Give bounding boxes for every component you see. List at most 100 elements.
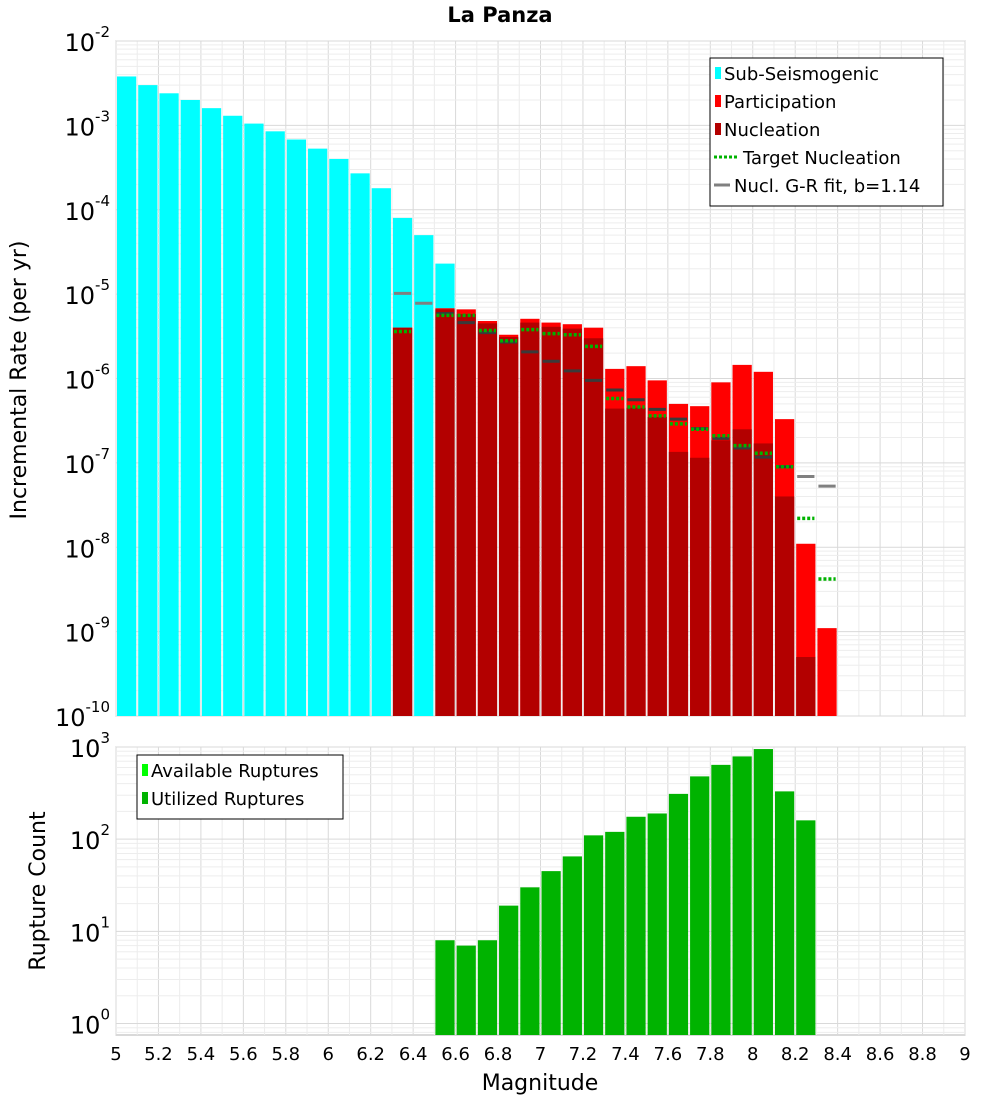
rate-bars <box>117 76 837 717</box>
nucleation-bar <box>435 309 455 716</box>
x-tick-label: 6 <box>323 1044 334 1065</box>
x-tick-label: 7.8 <box>696 1044 725 1065</box>
nucleation-bar <box>796 657 816 716</box>
x-tick-label: 9 <box>959 1044 970 1065</box>
rate-y-tick-label: 10-2 <box>64 23 110 57</box>
sub-seismogenic-bar <box>201 108 222 717</box>
legend-label: Participation <box>724 92 836 113</box>
x-tick-label: 8.6 <box>866 1044 895 1065</box>
rate-legend-entry: Target Nucleation <box>714 148 901 169</box>
utilized-ruptures-bar <box>456 945 476 1035</box>
sub-seismogenic-bar <box>159 93 179 716</box>
rate-legend-entry: Participation <box>715 92 836 113</box>
legend-label: Available Ruptures <box>151 761 319 782</box>
legend-swatch <box>715 95 721 107</box>
x-tick-label: 6.6 <box>441 1044 470 1065</box>
nucleation-bar <box>477 323 498 716</box>
rate-y-axis-label: Incremental Rate (per yr) <box>7 241 32 520</box>
sub-seismogenic-bar <box>308 148 328 716</box>
legend-label: Nucl. G-R fit, b=1.14 <box>734 176 920 197</box>
utilized-ruptures-bar <box>583 835 604 1035</box>
x-tick-label: 5.6 <box>229 1044 258 1065</box>
sub-seismogenic-bar <box>180 99 200 717</box>
legend-label: Utilized Ruptures <box>151 789 304 810</box>
rate-y-tick-label: 10-7 <box>64 445 110 479</box>
nucleation-bar <box>583 338 604 716</box>
magnitude-x-axis: 5 5.2 5.4 5.6 5.8 6 6.2 6.4 6.6 6.8 7 7.2 7.4 7.6 7.8 8… <box>110 1044 970 1065</box>
nucleation-bar <box>456 314 476 716</box>
nucleation-bar <box>753 443 773 716</box>
rate-y-tick-label: 10-9 <box>64 614 110 648</box>
rate-legend: Sub-Seismogenic Participation Nucleation Ta… <box>709 57 944 207</box>
nucleation-bar <box>732 429 752 716</box>
sub-seismogenic-bar <box>244 123 264 716</box>
count-bars <box>435 749 816 1035</box>
legend-swatch <box>142 764 148 776</box>
count-y-tick-label: 101 <box>70 913 110 947</box>
nucleation-bar <box>499 337 519 716</box>
rate-legend-entry: Sub-Seismogenic <box>715 64 879 85</box>
rate-legend-box <box>709 57 944 207</box>
x-tick-label: 6.8 <box>484 1044 513 1065</box>
nucleation-bar <box>690 457 710 716</box>
utilized-ruptures-bar <box>499 905 519 1035</box>
sub-seismogenic-bar <box>286 139 307 716</box>
nucleation-bar <box>392 327 413 716</box>
sub-seismogenic-bar <box>371 188 391 717</box>
rate-y-tick-label: 10-8 <box>64 529 110 563</box>
count-legend-box <box>136 754 344 820</box>
utilized-ruptures-bar <box>541 871 561 1035</box>
utilized-ruptures-bar <box>562 856 582 1035</box>
nucleation-bar <box>668 451 689 716</box>
sub-seismogenic-bar <box>138 85 158 716</box>
count-y-tick-label: 103 <box>70 729 110 763</box>
x-tick-label: 7 <box>535 1044 546 1065</box>
rate-y-tick-label: 10-6 <box>64 361 110 395</box>
sub-seismogenic-bar <box>350 173 370 716</box>
legend-label: Nucleation <box>724 120 820 141</box>
utilized-ruptures-bar <box>690 776 710 1035</box>
nucleation-bar <box>774 496 795 716</box>
utilized-ruptures-bar <box>796 820 816 1035</box>
utilized-ruptures-bar <box>711 764 731 1035</box>
utilized-ruptures-bar <box>626 816 646 1035</box>
x-tick-label: 7.2 <box>569 1044 598 1065</box>
rate-y-tick-label: 10-4 <box>64 192 110 226</box>
count-y-axis-label: Rupture Count <box>26 811 51 971</box>
x-tick-label: 6.2 <box>356 1044 385 1065</box>
x-tick-label: 8 <box>747 1044 758 1065</box>
nucleation-bar <box>626 407 646 716</box>
rate-y-tick-label: 10-5 <box>64 276 110 310</box>
sub-seismogenic-bar <box>329 158 349 717</box>
rate-lines <box>393 291 836 581</box>
count-grid <box>115 746 966 1035</box>
utilized-ruptures-bar <box>732 756 752 1035</box>
legend-label: Sub-Seismogenic <box>724 64 879 85</box>
count-legend-entry: Utilized Ruptures <box>142 789 304 810</box>
rate-y-tick-label: 10-10 <box>55 698 110 732</box>
rate-legend-entry: Nucleation <box>715 120 820 141</box>
x-tick-label: 8.2 <box>781 1044 810 1065</box>
utilized-ruptures-bar <box>435 940 455 1035</box>
utilized-ruptures-bar <box>753 749 773 1035</box>
x-tick-label: 7.4 <box>611 1044 640 1065</box>
count-y-tick-label: 100 <box>70 1005 110 1039</box>
sub-seismogenic-bar <box>223 115 243 716</box>
nucleation-bar <box>711 440 731 716</box>
x-axis-label: Magnitude <box>482 1071 599 1096</box>
rate-y-tick-label: 10-3 <box>64 107 110 141</box>
sub-seismogenic-bar <box>414 235 434 716</box>
nucleation-bar <box>562 328 582 716</box>
nucleation-bar <box>520 322 540 716</box>
nucleation-bar <box>647 416 667 716</box>
x-tick-label: 6.4 <box>399 1044 428 1065</box>
count-plot: 100 101 102 103 5 5.2 5.4 5.6 5.8 6 6.2 6.4 6.6 6.8 7… <box>26 729 971 1096</box>
count-y-axis: 100 101 102 103 <box>70 729 110 1039</box>
rate-y-axis: 10-10 10-9 10-8 10-7 10-6 10-5 10-4 10-3 10-2 <box>55 23 110 732</box>
rate-legend-entry: Nucl. G-R fit, b=1.14 <box>714 176 920 197</box>
x-tick-label: 5 <box>110 1044 121 1065</box>
x-tick-label: 5.8 <box>271 1044 300 1065</box>
utilized-ruptures-bar <box>774 791 795 1035</box>
chart-title: La Panza <box>447 3 552 27</box>
